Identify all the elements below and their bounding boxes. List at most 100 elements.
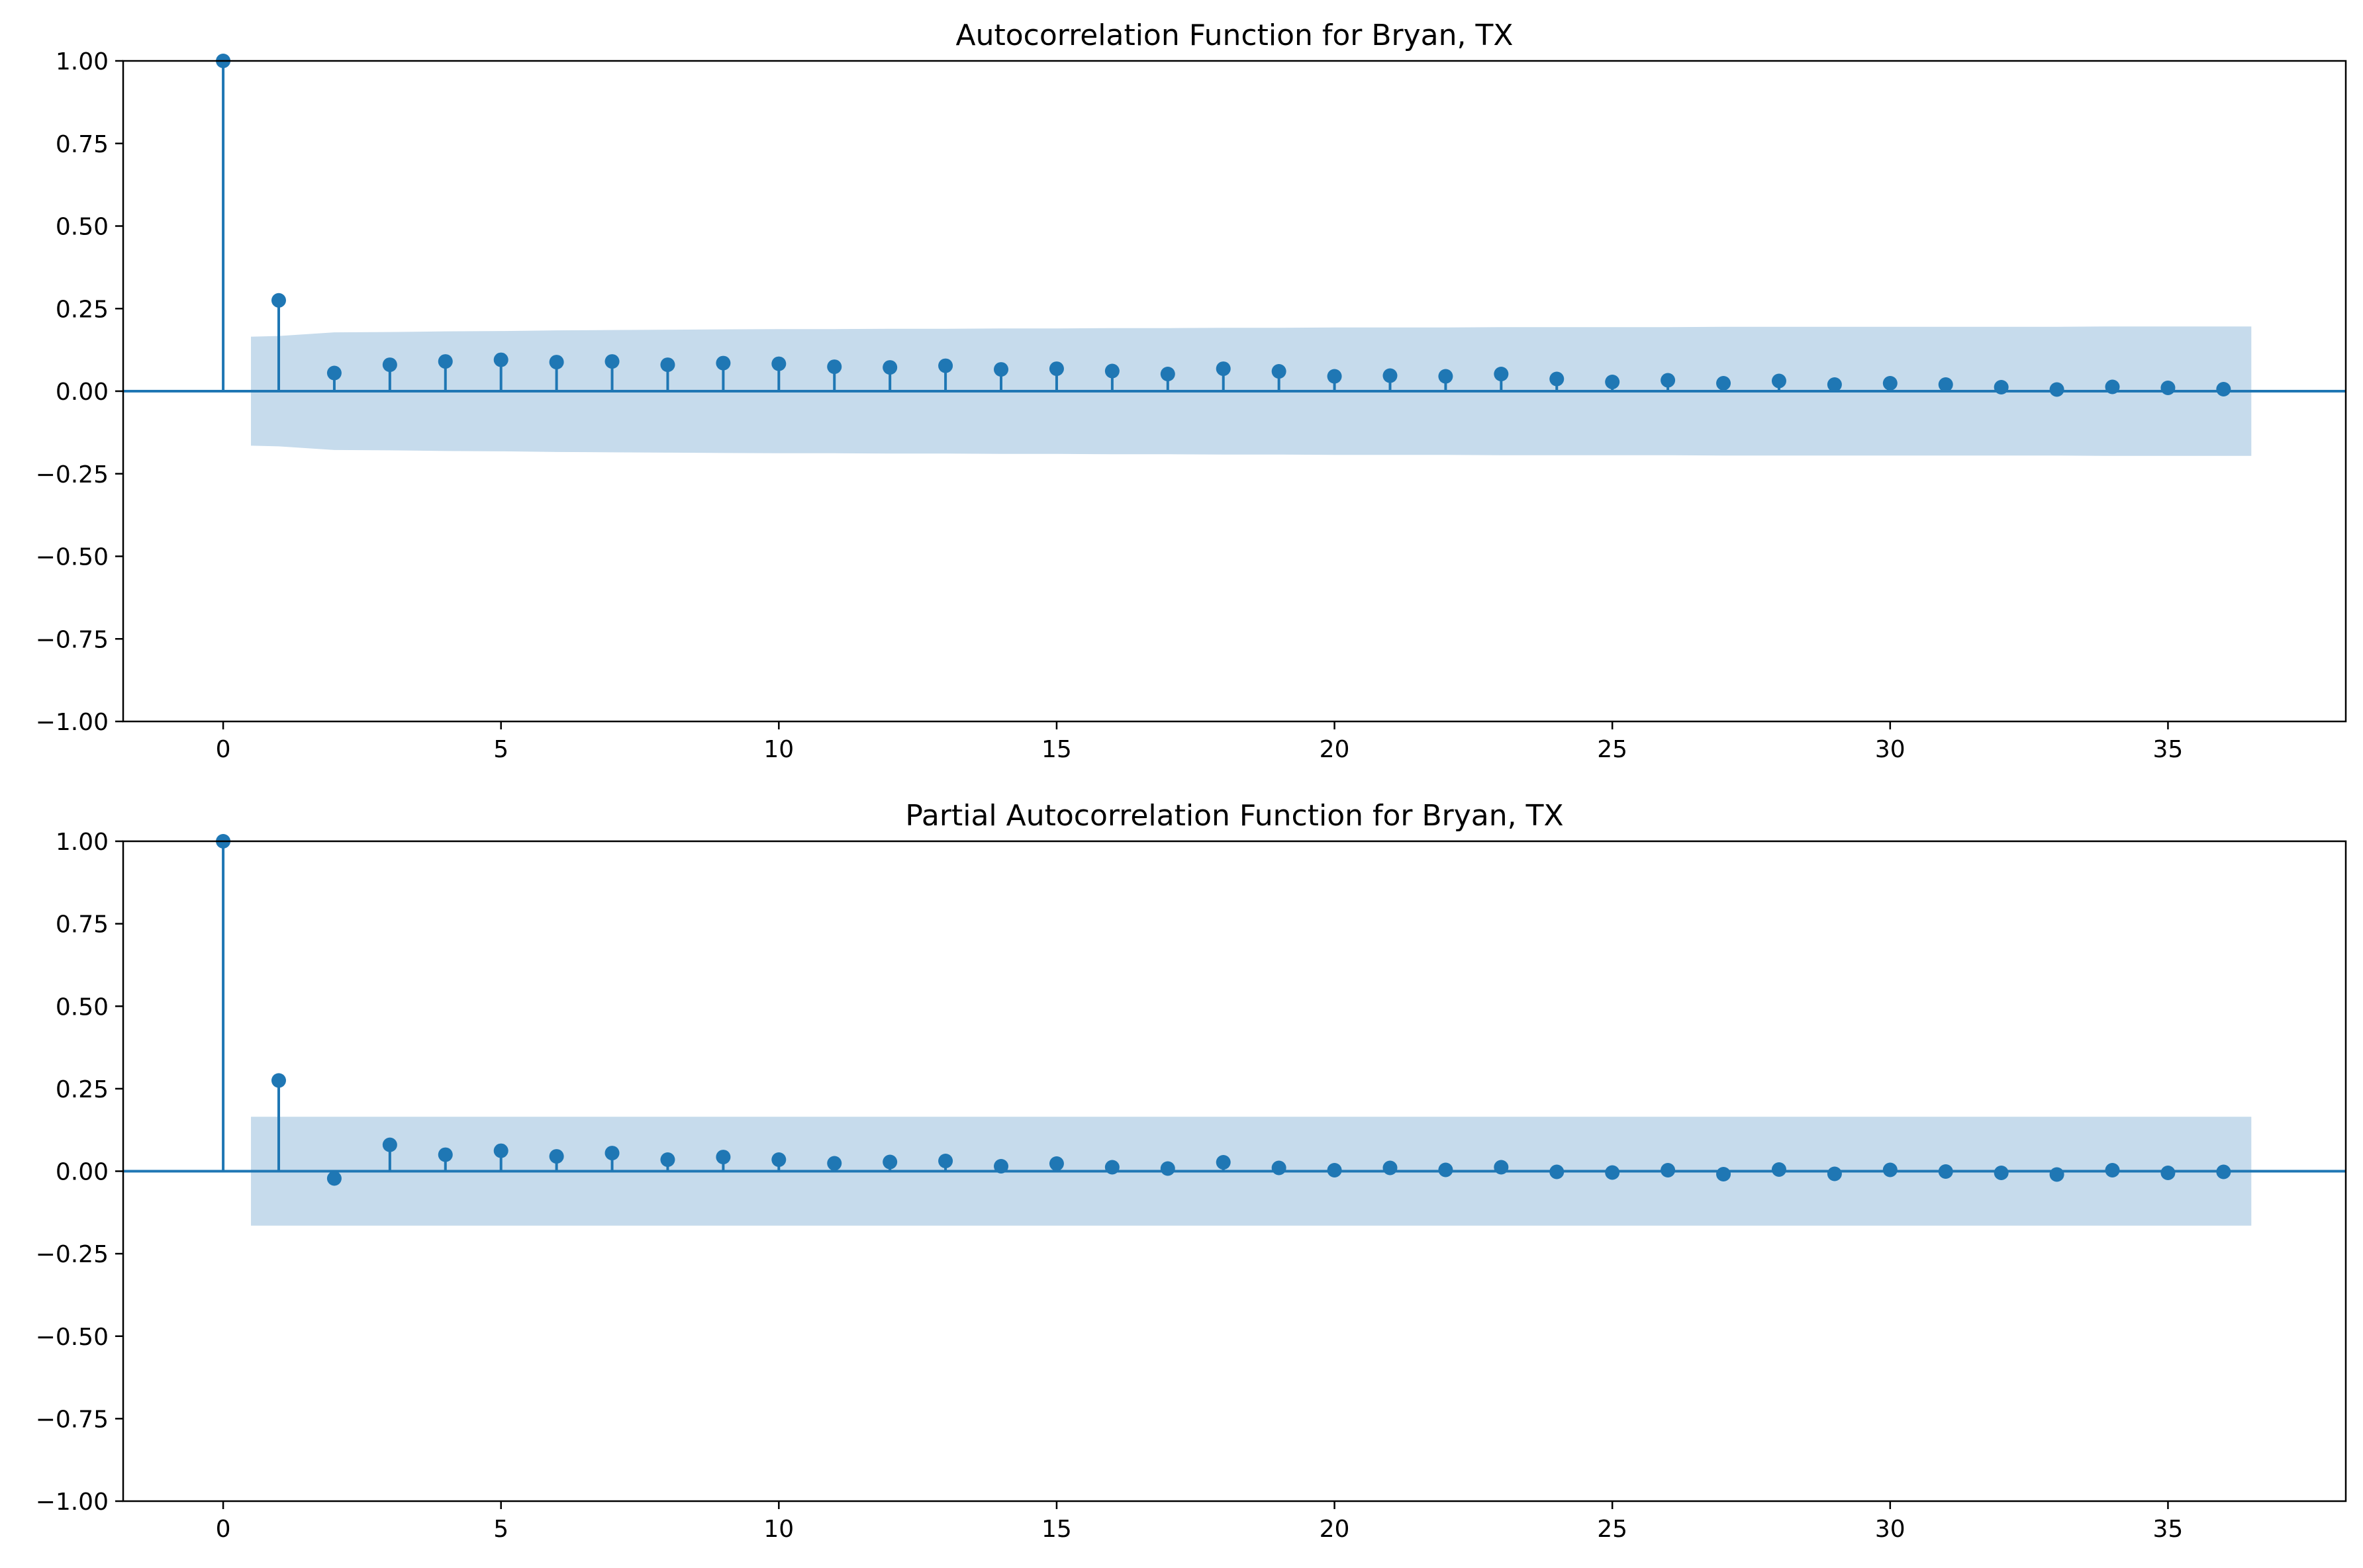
acf-marker-lag-15: [1049, 361, 1064, 377]
pacf-ytick-label: 0.00: [56, 1159, 109, 1186]
pacf-marker-lag-31: [1938, 1164, 1953, 1179]
acf-marker-lag-8: [660, 357, 675, 373]
pacf-title: Partial Autocorrelation Function for Bry…: [905, 799, 1563, 833]
pacf-marker-lag-27: [1716, 1166, 1731, 1181]
pacf-marker-lag-24: [1549, 1164, 1565, 1179]
acf-marker-lag-32: [1994, 380, 2009, 395]
pacf-marker-lag-19: [1271, 1160, 1286, 1176]
pacf-marker-lag-13: [938, 1154, 953, 1169]
acf-marker-lag-1: [271, 293, 286, 308]
acf-marker-lag-17: [1160, 367, 1175, 382]
acf-marker-lag-20: [1327, 369, 1342, 384]
pacf-marker-lag-7: [604, 1146, 620, 1161]
pacf-ytick-label: −0.75: [36, 1406, 109, 1433]
acf-marker-lag-30: [1882, 376, 1898, 391]
pacf-xtick-label: 0: [216, 1516, 231, 1543]
acf-marker-lag-26: [1661, 373, 1676, 388]
acf-marker-lag-10: [771, 356, 787, 371]
acf-ytick-label: 0.75: [56, 131, 109, 158]
acf-ytick-label: 0.50: [56, 214, 109, 241]
pacf-marker-lag-2: [326, 1171, 342, 1186]
acf-marker-lag-19: [1271, 364, 1286, 379]
pacf-xtick-label: 25: [1597, 1516, 1627, 1543]
pacf-marker-lag-20: [1327, 1163, 1342, 1178]
acf-ytick-label: −1.00: [36, 709, 109, 736]
acf-marker-lag-36: [2216, 382, 2231, 397]
pacf-xtick-label: 35: [2153, 1516, 2184, 1543]
acf-xtick-label: 25: [1597, 736, 1627, 763]
acf-ytick-label: −0.75: [36, 626, 109, 653]
acf-marker-lag-3: [382, 357, 397, 373]
acf-marker-lag-13: [938, 358, 953, 373]
acf-marker-lag-29: [1827, 377, 1842, 392]
pacf-marker-lag-10: [771, 1152, 787, 1168]
pacf-marker-lag-28: [1771, 1162, 1786, 1177]
pacf-panel: 0 5 10 15 20 25 30 35 1.00 0.75 0.50 0.25 0.00 −0.25 −…: [36, 799, 2347, 1543]
pacf-marker-lag-29: [1827, 1166, 1842, 1181]
acf-marker-lag-14: [994, 362, 1009, 377]
acf-ytick-label: −0.50: [36, 544, 109, 571]
acf-xtick-label: 20: [1320, 736, 1350, 763]
acf-marker-lag-33: [2049, 382, 2064, 397]
pacf-marker-lag-14: [994, 1159, 1009, 1174]
acf-title: Autocorrelation Function for Bryan, TX: [955, 19, 1513, 52]
pacf-marker-lag-34: [2105, 1163, 2120, 1178]
pacf-marker-lag-5: [493, 1143, 508, 1158]
acf-marker-lag-4: [438, 354, 453, 369]
acf-panel: 0 5 10 15 20 25 30 35 1.00 0.75 0.50 0.25 0.00 −0.25 −…: [36, 19, 2347, 763]
acf-marker-lag-16: [1104, 363, 1120, 379]
pacf-marker-lag-4: [438, 1147, 453, 1162]
pacf-marker-lag-21: [1382, 1160, 1398, 1176]
acf-marker-lag-18: [1216, 361, 1231, 377]
acf-xtick-label: 0: [216, 736, 231, 763]
acf-xtick-label: 10: [763, 736, 794, 763]
pacf-marker-lag-8: [660, 1152, 675, 1168]
acf-marker-lag-24: [1549, 371, 1565, 387]
acf-xtick-label: 30: [1875, 736, 1905, 763]
pacf-ytick-label: −0.50: [36, 1324, 109, 1351]
acf-marker-lag-35: [2160, 381, 2176, 396]
acf-marker-lag-27: [1716, 376, 1731, 391]
pacf-marker-lag-18: [1216, 1155, 1231, 1170]
acf-marker-lag-31: [1938, 377, 1953, 392]
pacf-marker-lag-16: [1104, 1160, 1120, 1175]
pacf-ytick-label: −0.25: [36, 1241, 109, 1268]
acf-marker-lag-2: [326, 365, 342, 381]
acf-ytick-label: 1.00: [56, 48, 109, 75]
pacf-marker-lag-33: [2049, 1167, 2064, 1182]
pacf-marker-lag-9: [716, 1150, 731, 1165]
acf-xtick-label: 35: [2153, 736, 2184, 763]
pacf-xtick-label: 15: [1041, 1516, 1072, 1543]
acf-marker-lag-25: [1605, 375, 1620, 390]
acf-marker-lag-11: [827, 359, 842, 375]
acf-marker-lag-23: [1494, 367, 1509, 382]
acf-ytick-label: 0.25: [56, 296, 109, 323]
pacf-marker-lag-23: [1494, 1160, 1509, 1175]
pacf-marker-lag-35: [2160, 1165, 2176, 1180]
acf-xtick-label: 15: [1041, 736, 1072, 763]
acf-marker-lag-9: [716, 355, 731, 371]
acf-marker-lag-6: [549, 355, 564, 370]
acf-marker-lag-22: [1438, 369, 1453, 384]
pacf-ytick-label: 0.25: [56, 1076, 109, 1103]
acf-ytick-label: −0.25: [36, 461, 109, 488]
pacf-xtick-label: 20: [1320, 1516, 1350, 1543]
pacf-ytick-label: −1.00: [36, 1489, 109, 1516]
pacf-ytick-label: 0.50: [56, 993, 109, 1021]
pacf-marker-lag-12: [883, 1154, 898, 1170]
pacf-marker-lag-36: [2216, 1164, 2231, 1179]
pacf-marker-lag-26: [1661, 1163, 1676, 1178]
pacf-ytick-label: 0.75: [56, 911, 109, 939]
acf-marker-lag-5: [493, 352, 508, 367]
pacf-marker-lag-32: [1994, 1165, 2009, 1180]
pacf-xtick-label: 10: [763, 1516, 794, 1543]
acf-xtick-label: 5: [493, 736, 508, 763]
pacf-marker-lag-3: [382, 1137, 397, 1152]
acf-marker-lag-7: [604, 354, 620, 369]
pacf-marker-lag-25: [1605, 1165, 1620, 1180]
acf-marker-lag-21: [1382, 368, 1398, 383]
pacf-xtick-label: 30: [1875, 1516, 1905, 1543]
pacf-marker-lag-17: [1160, 1161, 1175, 1176]
acf-marker-lag-12: [883, 360, 898, 375]
